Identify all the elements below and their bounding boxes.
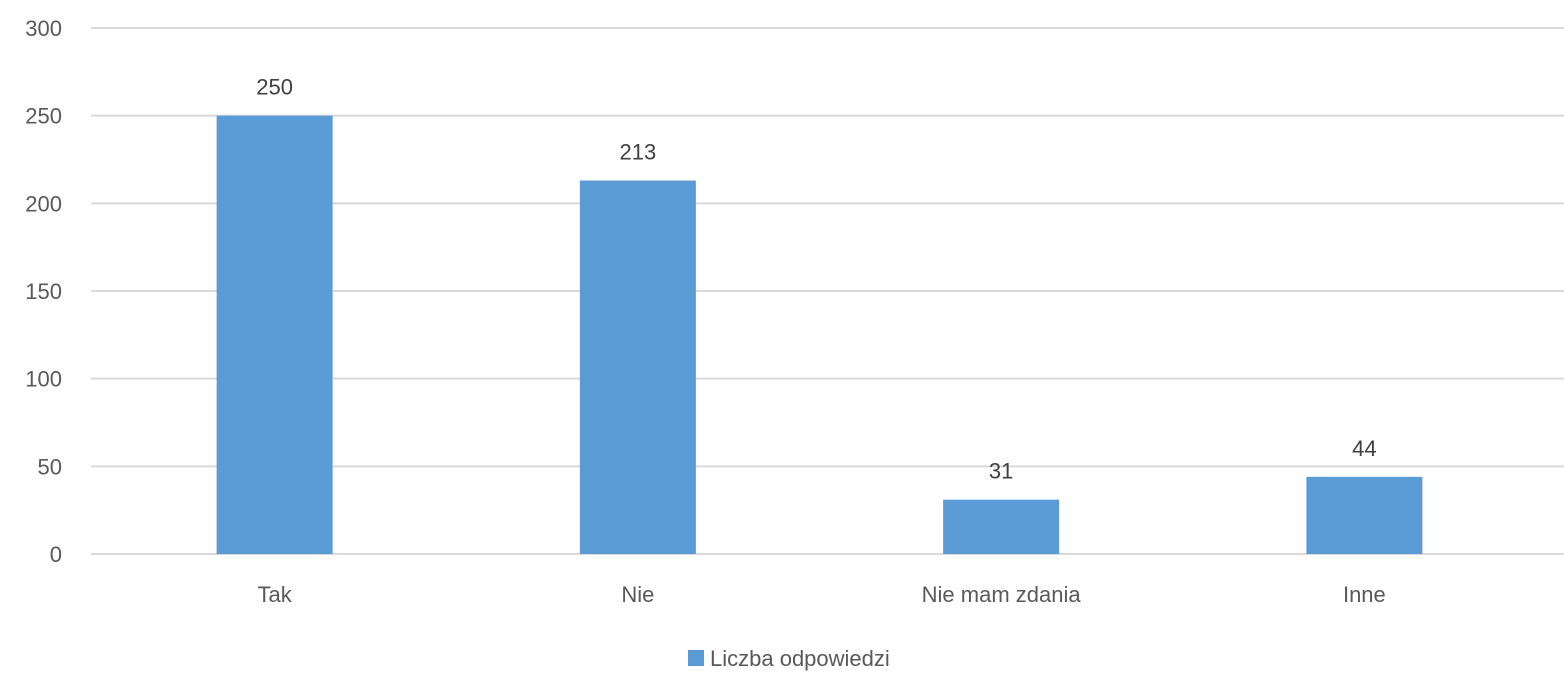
x-tick-label: Nie (621, 582, 654, 607)
x-tick-label: Inne (1343, 582, 1386, 607)
data-label: 250 (256, 75, 293, 100)
gridlines (91, 27, 1564, 555)
y-tick-label: 300 (25, 16, 62, 41)
y-tick-label: 0 (50, 542, 62, 567)
y-tick-label: 100 (25, 367, 62, 392)
y-tick-label: 200 (25, 191, 62, 216)
y-axis-tick-labels: 0 50 100 150 200 250 300 (25, 16, 62, 567)
data-labels: 250 213 31 44 (256, 75, 1376, 484)
bar (579, 180, 696, 555)
legend-label: Liczba odpowiedzi (710, 646, 890, 671)
bar (1306, 476, 1423, 554)
x-axis-category-labels: Tak Nie Nie mam zdania Inne (258, 582, 1386, 607)
x-tick-label: Nie mam zdania (922, 582, 1082, 607)
y-tick-label: 50 (38, 454, 62, 479)
bars (216, 115, 1423, 555)
data-label: 213 (620, 140, 657, 165)
x-tick-label: Tak (258, 582, 293, 607)
bar (943, 499, 1060, 554)
y-tick-label: 250 (25, 104, 62, 129)
legend-swatch (688, 650, 704, 666)
bar (216, 115, 333, 555)
y-tick-label: 150 (25, 279, 62, 304)
data-label: 44 (1352, 436, 1376, 461)
data-label: 31 (989, 459, 1013, 484)
legend: Liczba odpowiedzi (688, 646, 890, 671)
